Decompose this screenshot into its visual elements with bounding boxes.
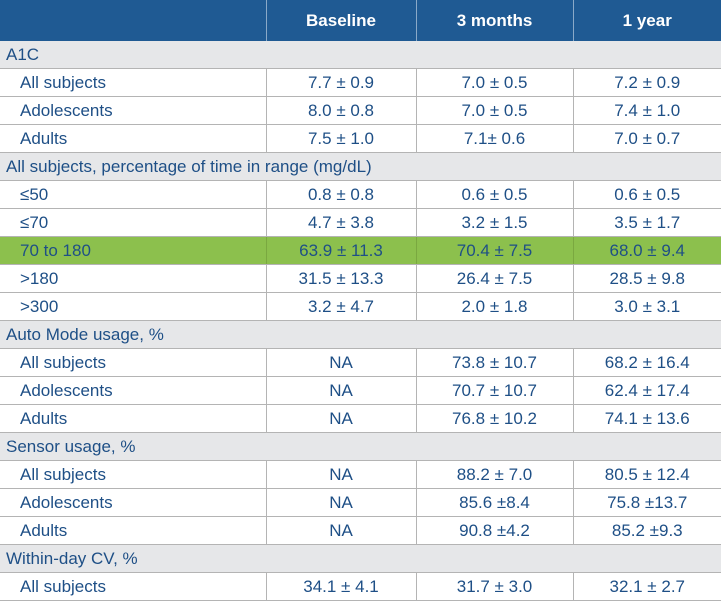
section-title: Auto Mode usage, % <box>0 320 721 349</box>
section-row-sensor-usage: Sensor usage, % <box>0 432 721 461</box>
cell-3-months: 70.7 ± 10.7 <box>416 376 574 405</box>
cell-1-year: 85.2 ±9.3 <box>573 516 721 545</box>
cell-baseline: 7.5 ± 1.0 <box>266 124 417 153</box>
cell-baseline: 8.0 ± 0.8 <box>266 96 417 125</box>
row-label: Adults <box>0 404 267 433</box>
header-1-year: 1 year <box>573 0 721 41</box>
cell-1-year: 7.2 ± 0.9 <box>573 68 721 97</box>
row-label: Adolescents <box>0 488 267 517</box>
row-label: Adolescents <box>0 96 267 125</box>
table-row: All subjects NA 88.2 ± 7.0 80.5 ± 12.4 <box>0 460 721 489</box>
row-label: All subjects <box>0 572 267 601</box>
row-label: Adolescents <box>0 376 267 405</box>
row-label: Adults <box>0 516 267 545</box>
cell-baseline: NA <box>266 460 417 489</box>
cell-baseline: NA <box>266 516 417 545</box>
table-row: All subjects 34.1 ± 4.1 31.7 ± 3.0 32.1 … <box>0 572 721 601</box>
row-label: >300 <box>0 292 267 321</box>
cell-baseline: 3.2 ± 4.7 <box>266 292 417 321</box>
cell-1-year: 0.6 ± 0.5 <box>573 180 721 209</box>
section-row-a1c: A1C <box>0 41 721 69</box>
row-label: All subjects <box>0 460 267 489</box>
header-empty <box>0 0 267 41</box>
header-3-months: 3 months <box>416 0 574 41</box>
table-row: >180 31.5 ± 13.3 26.4 ± 7.5 28.5 ± 9.8 <box>0 264 721 293</box>
cell-baseline: 31.5 ± 13.3 <box>266 264 417 293</box>
row-label: Adults <box>0 124 267 153</box>
cell-baseline: NA <box>266 376 417 405</box>
row-label: 70 to 180 <box>0 236 267 265</box>
row-label: All subjects <box>0 68 267 97</box>
table-row: All subjects 7.7 ± 0.9 7.0 ± 0.5 7.2 ± 0… <box>0 68 721 97</box>
cell-baseline: 7.7 ± 0.9 <box>266 68 417 97</box>
cell-baseline: NA <box>266 404 417 433</box>
table-row: Adults NA 90.8 ±4.2 85.2 ±9.3 <box>0 516 721 545</box>
cell-3-months: 70.4 ± 7.5 <box>416 236 574 265</box>
cell-3-months: 31.7 ± 3.0 <box>416 572 574 601</box>
table-row: Adults 7.5 ± 1.0 7.1± 0.6 7.0 ± 0.7 <box>0 124 721 153</box>
cell-3-months: 3.2 ± 1.5 <box>416 208 574 237</box>
section-title: Sensor usage, % <box>0 432 721 461</box>
table-row: Adolescents 8.0 ± 0.8 7.0 ± 0.5 7.4 ± 1.… <box>0 96 721 125</box>
table-row-highlighted: 70 to 180 63.9 ± 11.3 70.4 ± 7.5 68.0 ± … <box>0 236 721 265</box>
section-title: Within-day CV, % <box>0 544 721 573</box>
table-row: ≤70 4.7 ± 3.8 3.2 ± 1.5 3.5 ± 1.7 <box>0 208 721 237</box>
cell-1-year: 62.4 ± 17.4 <box>573 376 721 405</box>
cell-3-months: 7.0 ± 0.5 <box>416 96 574 125</box>
cell-1-year: 74.1 ± 13.6 <box>573 404 721 433</box>
cell-3-months: 0.6 ± 0.5 <box>416 180 574 209</box>
cell-3-months: 7.1± 0.6 <box>416 124 574 153</box>
cell-baseline: 34.1 ± 4.1 <box>266 572 417 601</box>
table-row: Adults NA 76.8 ± 10.2 74.1 ± 13.6 <box>0 404 721 433</box>
section-title: All subjects, percentage of time in rang… <box>0 152 721 181</box>
cell-1-year: 32.1 ± 2.7 <box>573 572 721 601</box>
cell-baseline: NA <box>266 348 417 377</box>
cell-1-year: 7.0 ± 0.7 <box>573 124 721 153</box>
cell-baseline: 63.9 ± 11.3 <box>266 236 417 265</box>
table-row: All subjects NA 73.8 ± 10.7 68.2 ± 16.4 <box>0 348 721 377</box>
row-label: ≤50 <box>0 180 267 209</box>
table-row: Adolescents NA 85.6 ±8.4 75.8 ±13.7 <box>0 488 721 517</box>
row-label: All subjects <box>0 348 267 377</box>
section-row-within-day-cv: Within-day CV, % <box>0 544 721 573</box>
row-label: ≤70 <box>0 208 267 237</box>
section-row-auto-mode: Auto Mode usage, % <box>0 320 721 349</box>
cell-3-months: 88.2 ± 7.0 <box>416 460 574 489</box>
section-row-time-in-range: All subjects, percentage of time in rang… <box>0 152 721 181</box>
cell-3-months: 73.8 ± 10.7 <box>416 348 574 377</box>
table-row: ≤50 0.8 ± 0.8 0.6 ± 0.5 0.6 ± 0.5 <box>0 180 721 209</box>
cell-baseline: 0.8 ± 0.8 <box>266 180 417 209</box>
cell-1-year: 68.0 ± 9.4 <box>573 236 721 265</box>
cell-1-year: 68.2 ± 16.4 <box>573 348 721 377</box>
cell-1-year: 7.4 ± 1.0 <box>573 96 721 125</box>
cell-baseline: 4.7 ± 3.8 <box>266 208 417 237</box>
cell-baseline: NA <box>266 488 417 517</box>
cell-3-months: 90.8 ±4.2 <box>416 516 574 545</box>
cell-1-year: 28.5 ± 9.8 <box>573 264 721 293</box>
header-row: Baseline 3 months 1 year <box>0 0 721 41</box>
cell-3-months: 76.8 ± 10.2 <box>416 404 574 433</box>
table-row: Adolescents NA 70.7 ± 10.7 62.4 ± 17.4 <box>0 376 721 405</box>
section-title: A1C <box>0 41 721 69</box>
row-label: >180 <box>0 264 267 293</box>
cell-3-months: 26.4 ± 7.5 <box>416 264 574 293</box>
header-baseline: Baseline <box>266 0 417 41</box>
cell-1-year: 3.5 ± 1.7 <box>573 208 721 237</box>
cell-3-months: 7.0 ± 0.5 <box>416 68 574 97</box>
cell-3-months: 85.6 ±8.4 <box>416 488 574 517</box>
cell-1-year: 75.8 ±13.7 <box>573 488 721 517</box>
cell-1-year: 80.5 ± 12.4 <box>573 460 721 489</box>
cell-1-year: 3.0 ± 3.1 <box>573 292 721 321</box>
table-row: >300 3.2 ± 4.7 2.0 ± 1.8 3.0 ± 3.1 <box>0 292 721 321</box>
cell-3-months: 2.0 ± 1.8 <box>416 292 574 321</box>
